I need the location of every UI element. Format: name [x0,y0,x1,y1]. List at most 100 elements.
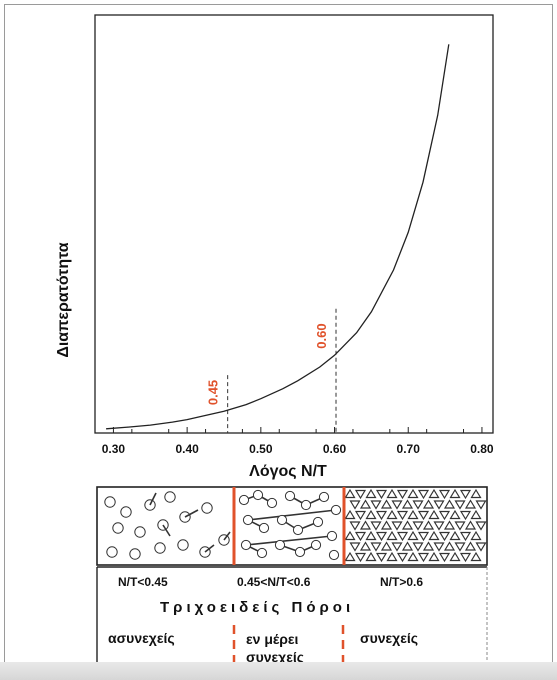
x-tick-label: 0.50 [249,442,273,456]
pore-circle [242,514,254,526]
pore-network-cell [417,489,430,500]
pore-network-cell [459,552,472,563]
pore-circle [256,547,268,559]
range-label-high: N/T>0.6 [380,575,424,589]
pore-network-cell [417,552,430,563]
pore-circle [129,548,141,560]
pore-channel [162,524,171,537]
pore-network-cell [375,552,388,563]
pore-network-cell [349,521,361,531]
pore-circle [112,522,124,534]
pore-channel [149,492,157,506]
pore-network-cell [391,521,403,531]
pore-network-cell [354,552,367,563]
pore-network-cell [407,530,419,541]
pore-network-cell [454,500,466,510]
pore-circle [318,491,330,503]
pore-network-cell [375,531,388,542]
pore-network-cell [365,551,377,562]
pore-network-cell [391,542,403,552]
pore-network-cell [359,541,372,551]
pore-circle [294,546,306,558]
pore-network-cell [443,541,456,551]
pore-circle [310,539,322,551]
pore-schematic [96,486,488,665]
pore-network-cell [344,509,356,520]
continuous-pores [344,488,487,563]
pore-circle [238,494,250,506]
pore-network-cell [422,541,435,551]
pore-network-cell [354,489,367,500]
pore-network-cell [349,500,361,510]
pore-network-cell [433,542,445,552]
pore-network-cell [370,521,382,531]
pore-circle [240,539,252,551]
pore-circle [266,497,278,509]
x-tick-label: 0.60 [323,442,347,456]
bottom-scroll-shadow [0,662,557,680]
pore-network-cell [365,509,377,520]
pore-network-cell [443,520,456,530]
pore-network-cell [449,488,461,499]
category-partially-continuous-line2: συνεχείς [246,649,305,665]
pore-network-cell [443,499,456,509]
pore-network-cell [396,531,409,542]
pore-network-cell [401,520,414,530]
pore-network-cell [475,500,487,510]
pore-circle [330,504,342,516]
pore-network-cell [396,510,409,521]
pore-channel [184,509,199,518]
category-discontinuous: ασυνεχείς [108,630,175,646]
pore-network-cell [407,551,419,562]
pore-circle [104,496,116,508]
pore-network-cell [449,551,461,562]
pore-network-cell [344,551,356,562]
capillary-pores-title: Τριχοειδείς Πόροι [160,599,355,616]
partially-continuous-pores [238,489,342,561]
pore-network-cell [438,531,451,542]
pore-network-cell [365,530,377,541]
pore-circle [292,524,304,536]
pore-network-cell [470,530,482,541]
category-continuous: συνεχείς [360,630,419,646]
pore-network-cell [349,542,361,552]
pore-network-cell [428,509,440,520]
pore-network-cell [407,509,419,520]
permeability-curve [106,44,450,430]
pore-network-cell [375,489,388,500]
pore-network-cell [386,509,398,520]
pore-network-cell [475,542,487,552]
pore-circle [300,499,312,511]
pore-network-cell [470,551,482,562]
pore-network-cell [449,509,461,520]
pore-circle [326,530,338,542]
pore-circle [154,542,166,554]
pore-circle [258,522,270,534]
pore-network-cell [344,530,356,541]
pore-network-cell [428,488,440,499]
pore-circle [177,539,189,551]
pore-circle [106,546,118,558]
threshold-label: 0.45 [206,380,221,405]
pore-network-cell [401,499,414,509]
pore-network-cell [391,500,403,510]
pore-circle [284,490,296,502]
pore-network-cell [464,499,477,509]
pore-network-cell [401,541,414,551]
threshold-guides: 0.45 0.60 [206,308,337,433]
pore-network-cell [386,551,398,562]
pore-network-cell [396,489,409,500]
pore-network-cell [428,551,440,562]
pore-network-cell [386,488,398,499]
pore-network-cell [412,542,424,552]
pore-network-cell [354,510,367,521]
pore-circle [252,489,264,501]
pore-network-cell [380,520,393,530]
category-partially-continuous-line1: εν μέρει [246,631,299,647]
pore-network-cell [380,499,393,509]
pore-network-cell [422,520,435,530]
pore-network-cell [412,500,424,510]
pore-network-cell [464,520,477,530]
pore-network-cell [370,542,382,552]
